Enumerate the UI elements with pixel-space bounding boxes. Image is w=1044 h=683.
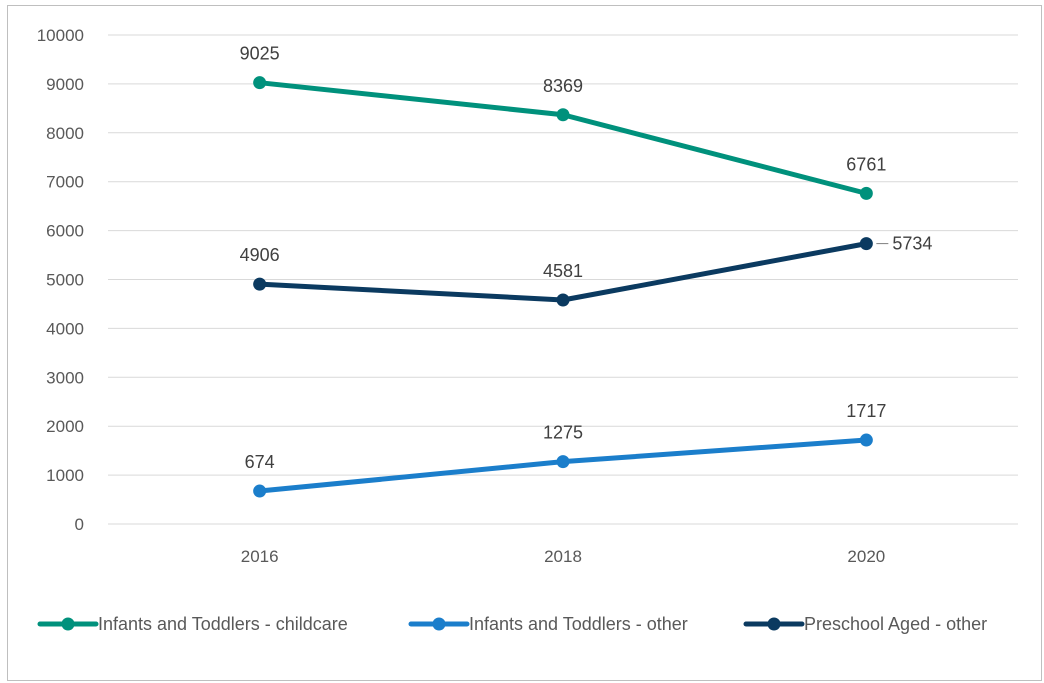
data-label: 8369 bbox=[543, 76, 583, 96]
legend-swatch-marker bbox=[767, 617, 781, 631]
legend-swatch-marker bbox=[61, 617, 75, 631]
data-point bbox=[253, 76, 267, 90]
y-tick-label: 7000 bbox=[46, 173, 84, 192]
legend-label: Infants and Toddlers - childcare bbox=[98, 614, 348, 634]
y-tick-label: 2000 bbox=[46, 417, 84, 436]
y-tick-label: 9000 bbox=[46, 75, 84, 94]
data-label: 4581 bbox=[543, 261, 583, 281]
data-point bbox=[859, 433, 873, 447]
y-tick-label: 8000 bbox=[46, 124, 84, 143]
data-point bbox=[556, 455, 570, 469]
y-tick-label: 5000 bbox=[46, 271, 84, 290]
y-axis-tick-labels: 0 1000 2000 3000 4000 5000 6000 7000 8000 9000 100… bbox=[37, 26, 84, 534]
series-lines bbox=[253, 76, 873, 498]
data-point bbox=[859, 186, 873, 200]
data-label: 9025 bbox=[240, 44, 280, 64]
legend-label: Preschool Aged - other bbox=[804, 614, 987, 634]
x-tick-label: 2018 bbox=[544, 547, 582, 566]
y-tick-label: 0 bbox=[75, 515, 84, 534]
data-label: 674 bbox=[245, 452, 275, 472]
data-point bbox=[253, 484, 267, 498]
y-tick-label: 1000 bbox=[46, 466, 84, 485]
data-point bbox=[556, 108, 570, 122]
y-tick-label: 10000 bbox=[37, 26, 84, 45]
x-axis-tick-labels: 2016 2018 2020 bbox=[241, 547, 885, 566]
legend-swatch-marker bbox=[432, 617, 446, 631]
data-label: 6761 bbox=[846, 154, 886, 174]
y-tick-label: 4000 bbox=[46, 319, 84, 338]
legend-label: Infants and Toddlers - other bbox=[469, 614, 688, 634]
series-line bbox=[257, 80, 869, 196]
data-label: 5734 bbox=[892, 234, 932, 254]
data-label: 1717 bbox=[846, 401, 886, 421]
data-label: 4906 bbox=[240, 245, 280, 265]
x-tick-label: 2016 bbox=[241, 547, 279, 566]
x-tick-label: 2020 bbox=[847, 547, 885, 566]
legend: Infants and Toddlers - childcare Infants … bbox=[37, 614, 987, 634]
y-tick-label: 3000 bbox=[46, 368, 84, 387]
data-label: 1275 bbox=[543, 423, 583, 443]
data-labels: 9025 8369 6761 674 1275 1717 4906 4581 5734 bbox=[240, 44, 933, 472]
data-point bbox=[859, 237, 873, 251]
chart-frame bbox=[7, 5, 1042, 681]
y-tick-label: 6000 bbox=[46, 222, 84, 241]
data-point bbox=[556, 293, 570, 307]
data-point bbox=[253, 277, 267, 291]
